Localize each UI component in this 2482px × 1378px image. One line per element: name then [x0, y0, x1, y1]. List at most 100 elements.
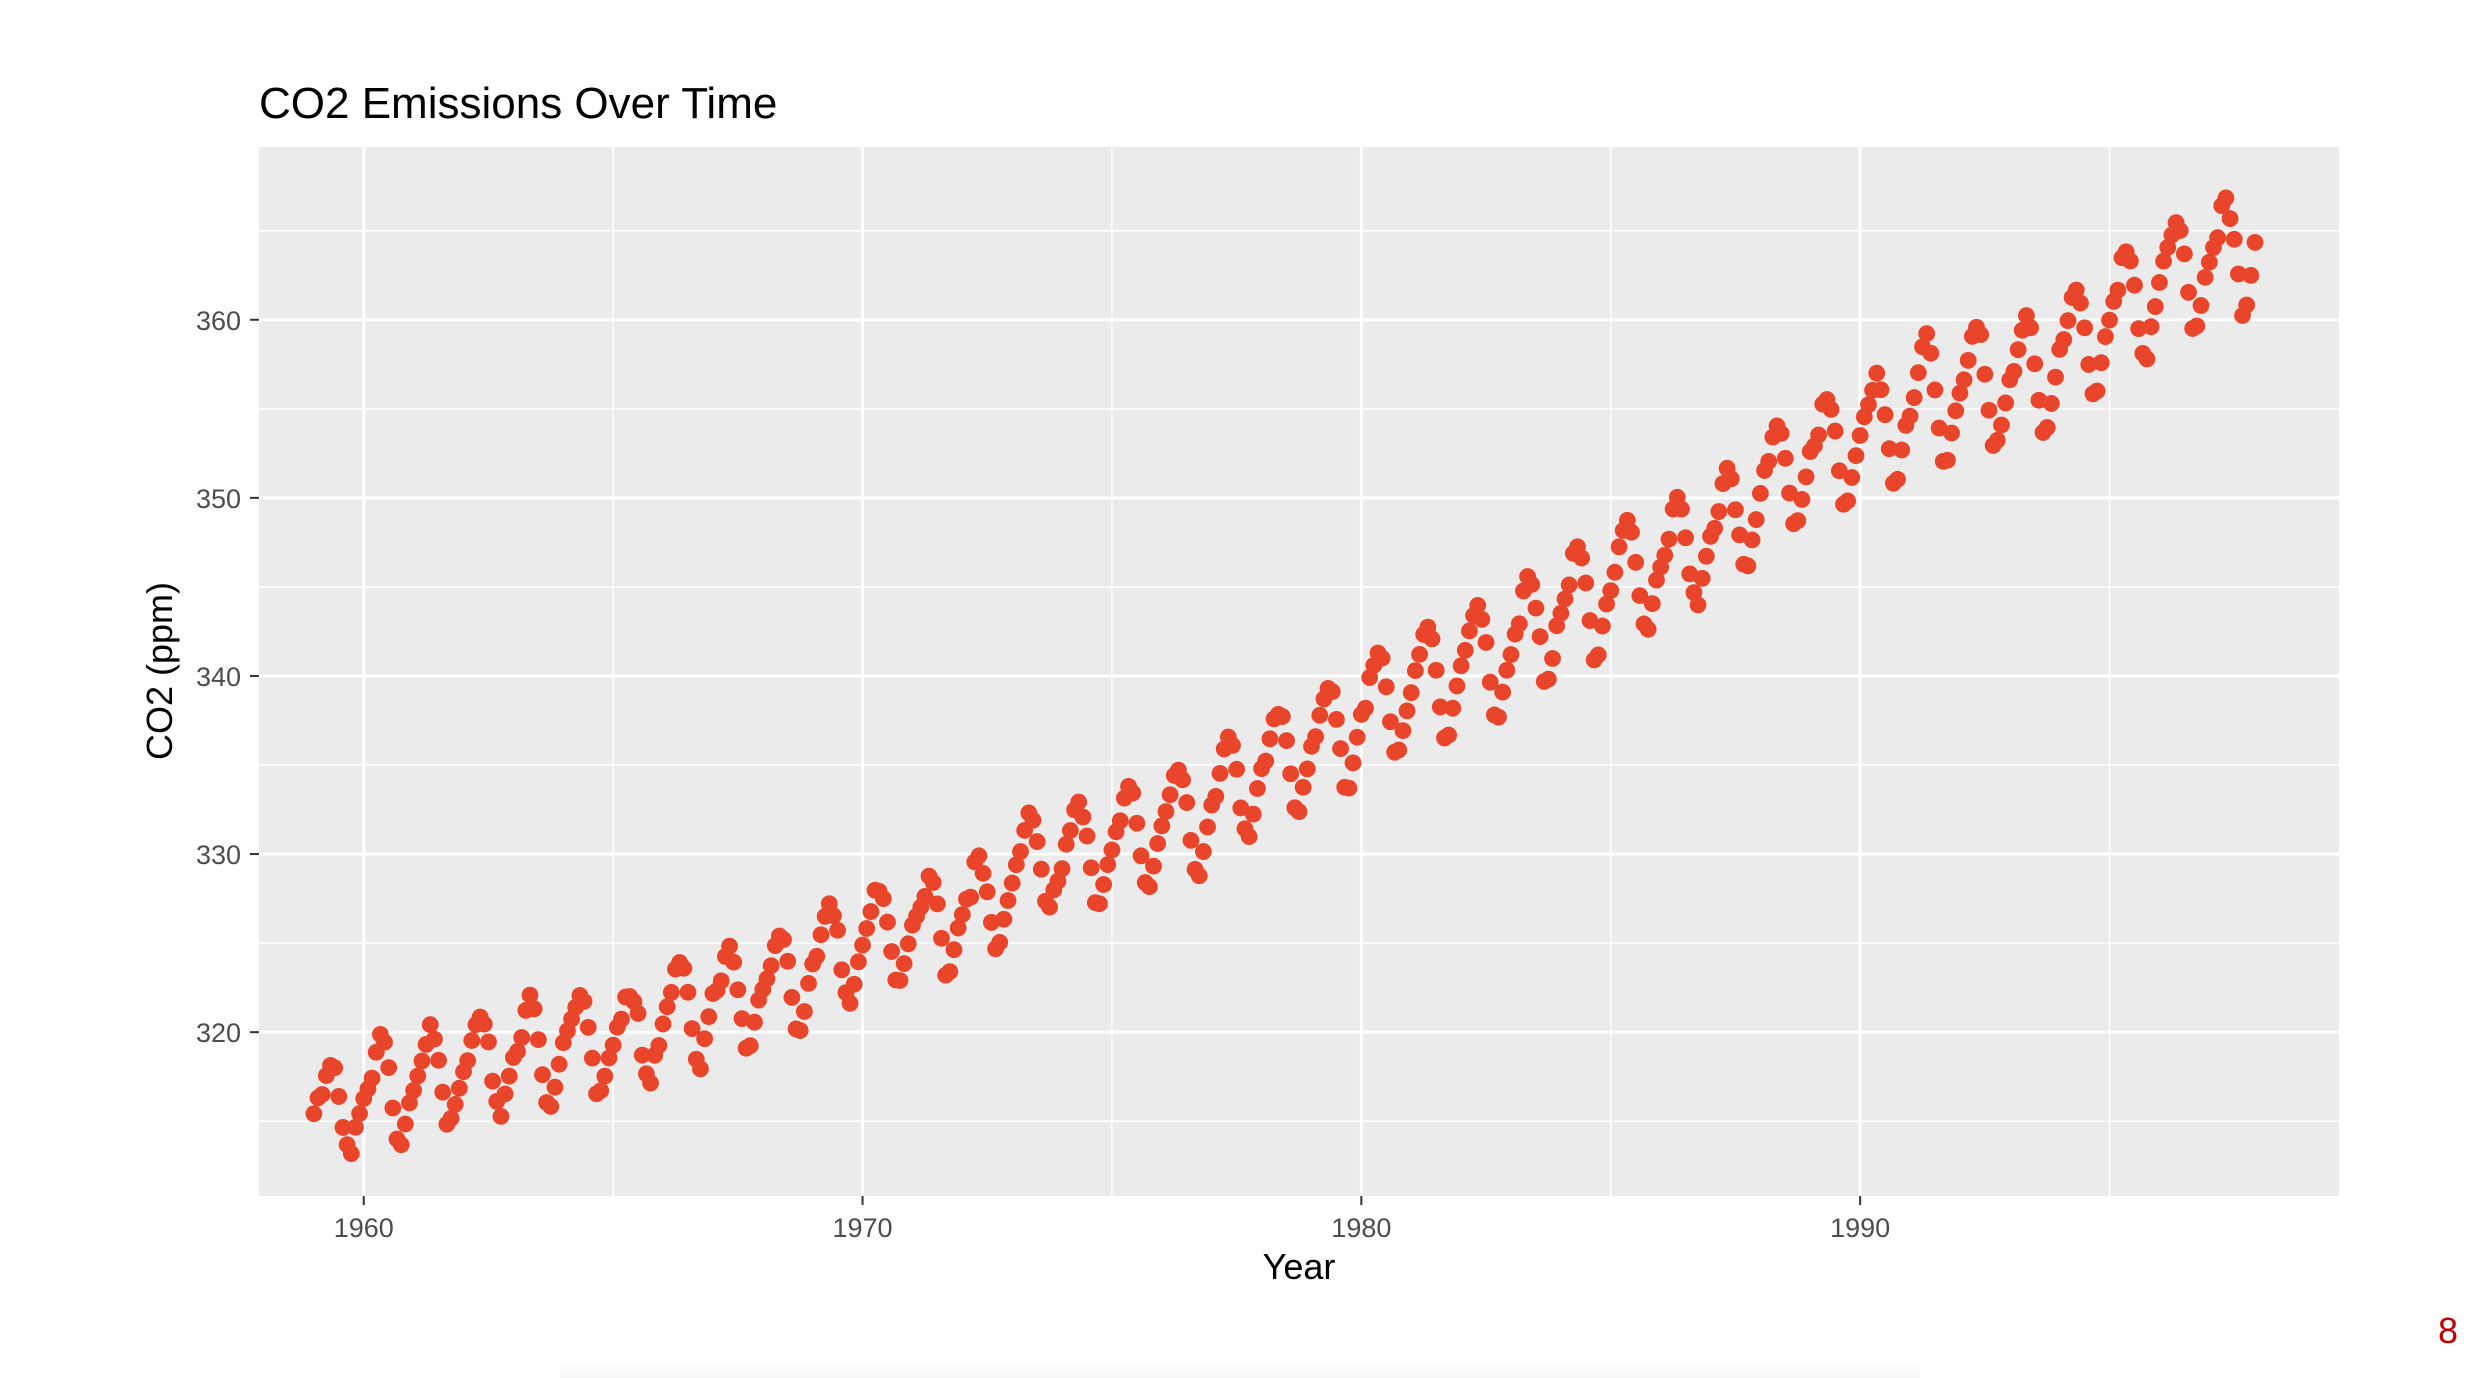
data-point — [351, 1105, 368, 1122]
data-point — [2209, 229, 2227, 247]
data-point — [1357, 699, 1374, 717]
data-point — [879, 913, 896, 931]
data-point — [1993, 416, 2010, 434]
data-point — [1481, 673, 1499, 691]
data-point — [895, 955, 913, 972]
data-point — [496, 1085, 514, 1103]
page-number: 8 — [2437, 1310, 2458, 1351]
data-point — [1880, 440, 1898, 458]
data-point — [1922, 344, 1940, 362]
data-point — [413, 1052, 431, 1070]
data-point — [679, 983, 697, 1001]
data-point — [2055, 331, 2073, 348]
data-point — [1240, 828, 1258, 845]
data-point — [1830, 462, 1848, 480]
data-point — [509, 1042, 526, 1060]
data-point — [1211, 764, 1229, 782]
data-point — [845, 975, 863, 993]
data-point — [858, 920, 876, 937]
data-point — [442, 1109, 460, 1127]
plot-panel — [259, 147, 2339, 1196]
data-point — [775, 931, 792, 948]
data-point — [953, 906, 971, 923]
data-point — [1689, 596, 1707, 614]
data-point — [1153, 817, 1171, 835]
data-point — [1639, 620, 1657, 638]
data-point — [729, 981, 747, 999]
bottom-shadow — [560, 1362, 1920, 1378]
data-point — [629, 1005, 647, 1022]
data-point — [1531, 628, 1549, 645]
major-grid — [259, 147, 2339, 1196]
data-point — [1145, 857, 1162, 875]
data-point — [2246, 234, 2264, 251]
data-point — [426, 1030, 443, 1048]
data-point — [999, 892, 1017, 909]
data-point — [1282, 765, 1300, 783]
y-tick-label: 340 — [196, 662, 241, 692]
data-point — [970, 847, 988, 865]
data-point — [874, 890, 892, 907]
data-point — [1028, 833, 1046, 850]
data-point — [534, 1066, 551, 1084]
data-point — [1377, 678, 1395, 696]
data-point — [1061, 822, 1079, 839]
data-point — [883, 943, 901, 960]
data-point — [833, 961, 851, 979]
data-point — [1053, 860, 1071, 878]
data-point — [2242, 267, 2260, 284]
data-point — [1477, 634, 1495, 651]
data-point — [1598, 595, 1615, 613]
data-point — [1606, 563, 1624, 581]
data-point — [1743, 531, 1761, 549]
data-point — [550, 1055, 568, 1073]
data-point — [2096, 328, 2114, 346]
data-point — [1140, 878, 1158, 896]
data-point — [2142, 318, 2160, 336]
data-point — [2155, 252, 2172, 270]
data-point — [1843, 469, 1861, 486]
data-point — [384, 1099, 402, 1117]
data-point — [430, 1051, 447, 1069]
data-point — [974, 864, 992, 882]
data-point — [1577, 574, 1595, 592]
data-point — [849, 953, 867, 971]
data-point — [1552, 604, 1570, 622]
x-tick-label: 1960 — [334, 1213, 394, 1243]
data-point — [1099, 856, 1117, 873]
data-point — [2171, 222, 2189, 239]
data-point — [1527, 599, 1545, 617]
data-point — [1822, 400, 1840, 418]
data-point — [2138, 350, 2156, 368]
data-point — [525, 1000, 543, 1018]
data-point — [1772, 424, 1790, 442]
data-point — [1382, 713, 1399, 731]
data-point — [1972, 326, 1990, 343]
data-point — [1007, 856, 1025, 874]
data-point — [1502, 646, 1520, 663]
data-point — [1307, 728, 1325, 746]
data-point — [700, 1008, 718, 1026]
data-point — [575, 992, 593, 1010]
data-point — [1909, 364, 1927, 382]
data-point — [1776, 449, 1794, 467]
data-point — [1781, 484, 1798, 502]
data-point — [1294, 778, 1312, 796]
data-point — [1440, 726, 1458, 744]
data-point — [521, 986, 539, 1004]
data-point — [1332, 740, 1349, 758]
data-point — [1490, 708, 1507, 726]
data-point — [924, 874, 942, 891]
data-point — [1939, 451, 1956, 469]
data-point — [1793, 491, 1811, 508]
data-point — [1161, 786, 1179, 804]
data-point — [1727, 501, 1744, 519]
data-point — [1660, 530, 1678, 548]
data-point — [1024, 811, 1042, 829]
data-point — [1149, 835, 1167, 852]
data-point — [1128, 814, 1146, 832]
data-point — [1498, 661, 1516, 679]
data-point — [1560, 576, 1578, 594]
data-point — [1323, 683, 1341, 701]
data-point — [945, 941, 963, 959]
